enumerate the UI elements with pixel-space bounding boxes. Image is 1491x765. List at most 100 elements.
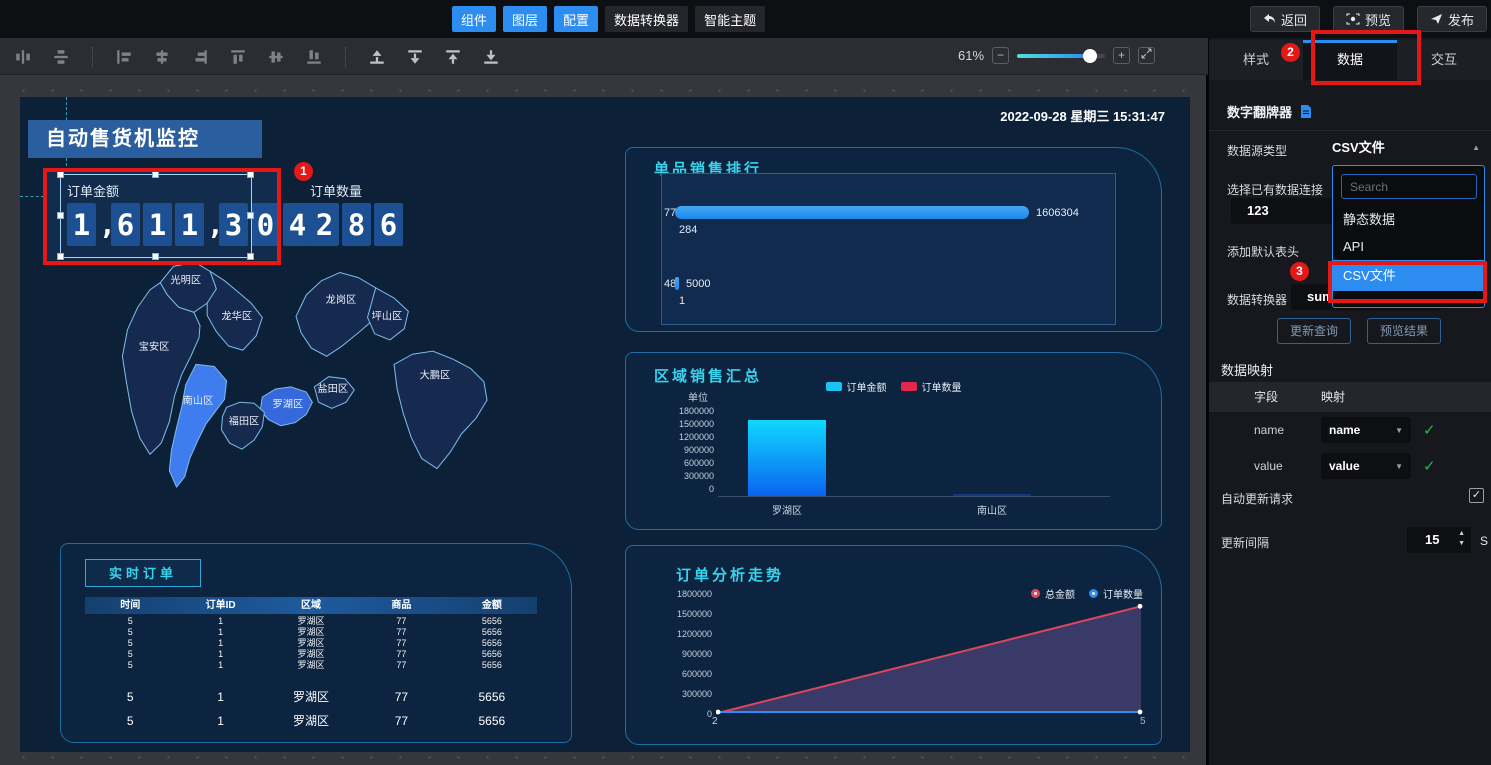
map-district-highlighted[interactable] [168, 363, 228, 488]
top-bar-actions: 返回 预览 发布 [1249, 6, 1487, 32]
y-axis-unit-label: 单位 [688, 393, 708, 404]
table-cell: 5 [126, 690, 134, 704]
preview-label: 预览 [1364, 12, 1391, 28]
menu-button[interactable]: 智能主题 [695, 6, 766, 32]
data-mapping-title: 数据映射 [1221, 363, 1274, 378]
fit-screen-button[interactable] [1138, 47, 1156, 64]
table-cell: 5656 [478, 714, 506, 728]
back-button[interactable]: 返回 [1249, 6, 1320, 32]
map-district[interactable] [220, 401, 265, 450]
mapping-valid-check-icon: ✓ [1423, 422, 1436, 439]
annotation-badge-3: 3 [1290, 262, 1309, 281]
region-sales-panel[interactable]: 区域销售汇总 订单金额 订单数量 单位 1800000 1500000 1200000… [625, 352, 1162, 530]
trend-panel[interactable]: 订单分析走势 总金额 订单数量 1800000 1500000 1200000 9000… [625, 545, 1162, 745]
dashboard-canvas[interactable]: 2022-09-28 星期三 15:31:47 自动售货机监控 订单金额 1,6… [20, 97, 1190, 752]
step-down-icon[interactable]: ▼ [1458, 540, 1465, 547]
align-middle-vertical-icon[interactable] [267, 48, 285, 66]
align-top-icon[interactable] [229, 48, 247, 66]
legend-label: 订单数量 [921, 383, 962, 394]
bring-to-front-icon[interactable] [444, 48, 462, 66]
dropdown-option[interactable]: 静态数据 [1343, 212, 1396, 227]
menu-button[interactable]: 组件 [452, 6, 497, 32]
selection-handle[interactable] [247, 212, 254, 219]
trend-chart [716, 603, 1143, 715]
datasource-type-select[interactable]: CSV文件 ▲ [1332, 136, 1484, 160]
menu-button[interactable]: 图层 [503, 6, 548, 32]
table-row[interactable]: 5 1 罗湖区 77 5656 [85, 616, 537, 627]
auto-update-checkbox[interactable]: ✓ [1469, 488, 1484, 503]
table-row[interactable]: 5 1 罗湖区 77 5656 [85, 649, 537, 660]
table-cell: 77 [394, 690, 409, 704]
mapping-select[interactable]: name ▼ [1321, 417, 1411, 443]
zoom-in-button[interactable]: + [1113, 47, 1131, 64]
panel-divider [1206, 38, 1209, 765]
preview-result-button[interactable]: 预览结果 [1367, 318, 1441, 344]
map-district-label: 大鹏区 [420, 369, 451, 382]
align-bottom-icon[interactable] [305, 48, 323, 66]
interval-label: 更新间隔 [1221, 536, 1270, 550]
flip-digit: 1 [143, 203, 172, 246]
zoom-slider[interactable] [1017, 48, 1106, 63]
selection-handle[interactable] [57, 171, 64, 178]
bring-forward-icon[interactable] [368, 48, 386, 66]
menu-button[interactable]: 数据转换器 [605, 6, 689, 32]
dropdown-option[interactable]: API [1343, 239, 1364, 254]
distribute-vertical-icon[interactable] [52, 48, 70, 66]
zoom-out-button[interactable]: − [992, 47, 1010, 64]
table-row[interactable]: 5 1 罗湖区 77 5656 [85, 638, 537, 649]
map-district[interactable] [313, 376, 355, 409]
selection-handle[interactable] [57, 253, 64, 260]
distribute-horizontal-icon[interactable] [14, 48, 32, 66]
publish-button[interactable]: 发布 [1416, 6, 1487, 32]
selection-handle[interactable] [57, 212, 64, 219]
table-row[interactable]: 5 1 罗湖区 77 5656 [85, 627, 537, 638]
data-point-marker [1137, 603, 1143, 609]
align-right-icon[interactable] [191, 48, 209, 66]
trend-legend: 总金额 订单数量 [1031, 586, 1143, 601]
selection-handle[interactable] [247, 171, 254, 178]
menu-button[interactable]: 配置 [554, 6, 599, 32]
update-query-button[interactable]: 更新查询 [1277, 318, 1351, 344]
preview-button[interactable]: 预览 [1332, 6, 1404, 32]
map-district[interactable] [366, 287, 409, 341]
send-backward-icon[interactable] [406, 48, 424, 66]
interval-value-input[interactable]: 15 ▲ ▼ [1407, 527, 1471, 553]
tab-settings[interactable]: 交互 [1430, 52, 1457, 67]
stepper-arrows[interactable]: ▲ ▼ [1458, 529, 1465, 549]
realtime-orders-panel[interactable]: 实时订单 时间 订单ID 区域 商品 金额 5 1 罗湖区 77 5656 5 1 罗湖区 77 5656… [60, 543, 572, 743]
selection-handle[interactable] [152, 171, 159, 178]
map-district-highlighted[interactable] [259, 386, 313, 427]
send-to-back-icon[interactable] [482, 48, 500, 66]
table-row[interactable]: 5 1 罗湖区 77 5656 [85, 710, 537, 732]
selection-handle[interactable] [152, 253, 159, 260]
table-row[interactable]: 5 1 罗湖区 77 5656 [85, 686, 537, 708]
selection-handle[interactable] [247, 253, 254, 260]
tab-data-active[interactable]: 数据 [1303, 40, 1397, 80]
table-header-cell: 时间 [120, 600, 141, 611]
align-left-icon[interactable] [115, 48, 133, 66]
y-tick-label: 1500000 [678, 419, 714, 429]
zoom-slider-thumb[interactable] [1083, 48, 1098, 63]
y-tick-label: 1500000 [676, 609, 712, 619]
dropdown-option[interactable]: CSV文件 [1333, 260, 1484, 291]
table-row[interactable]: 5 1 罗湖区 77 5656 [85, 660, 537, 671]
map-district[interactable] [206, 270, 263, 351]
dropdown-search-input[interactable] [1341, 174, 1477, 199]
document-icon[interactable] [1299, 104, 1313, 119]
table-cell: 77 [396, 649, 407, 659]
clock-widget[interactable]: 2022-09-28 星期三 15:31:47 [1000, 109, 1165, 124]
map-district[interactable] [121, 281, 201, 456]
map-district[interactable] [393, 350, 488, 470]
mapping-select[interactable]: value ▼ [1321, 453, 1411, 479]
product-rank-panel[interactable]: 单品销售排行 77 1606304 284 48 5000 1 [625, 147, 1162, 332]
align-center-horizontal-icon[interactable] [153, 48, 171, 66]
step-up-icon[interactable]: ▲ [1458, 530, 1465, 537]
tab-settings[interactable]: 样式 [1242, 52, 1269, 67]
dashboard-title[interactable]: 自动售货机监控 [28, 120, 262, 158]
zoom-control: 61% − + [958, 47, 1156, 64]
table-cell: 1 [217, 690, 224, 704]
